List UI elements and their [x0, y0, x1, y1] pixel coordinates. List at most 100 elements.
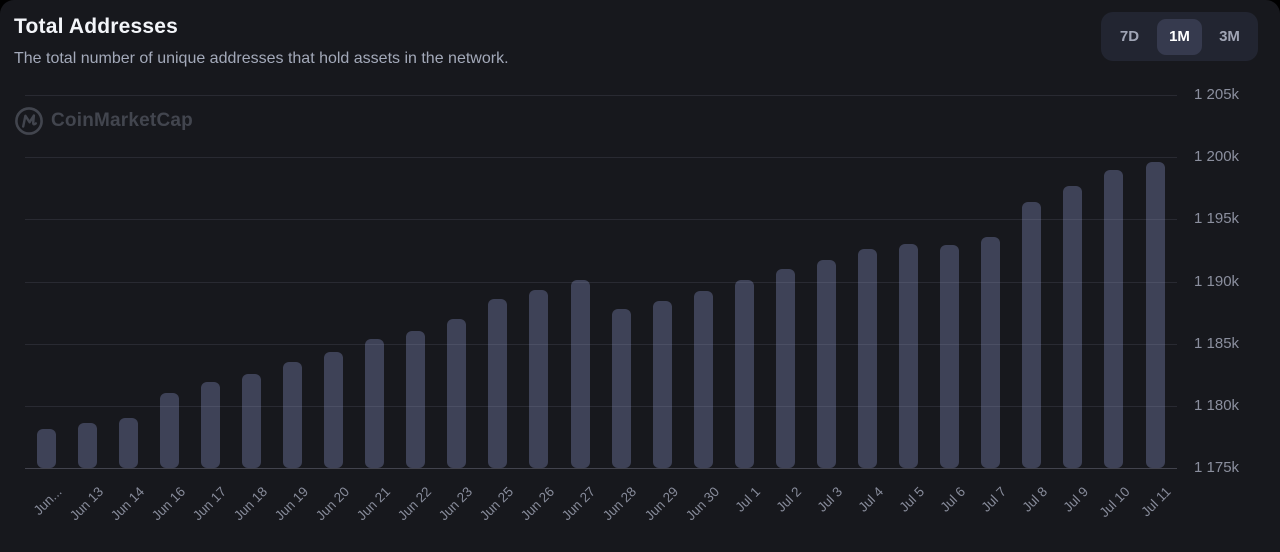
bar[interactable] [324, 352, 343, 468]
x-axis-label-box: Jun 23 [355, 483, 475, 523]
x-axis-label: Jul 6 [937, 484, 969, 515]
x-axis-label: Jun 26 [518, 484, 558, 524]
y-axis-label: 1 175k [1194, 459, 1240, 476]
range-button-7d[interactable]: 7D [1107, 19, 1152, 55]
bar[interactable] [1104, 170, 1124, 468]
bar[interactable] [365, 339, 385, 468]
bar[interactable] [981, 237, 1001, 468]
x-axis-label-box: Jun 26 [437, 483, 557, 523]
bar[interactable] [406, 331, 426, 468]
bar[interactable] [282, 362, 302, 468]
gridline [25, 406, 1177, 407]
x-axis-label-box: Jul 4 [766, 483, 886, 515]
y-axis-label: 1 190k [1194, 273, 1240, 290]
range-button-3m[interactable]: 3M [1207, 19, 1252, 55]
bar[interactable] [447, 319, 467, 468]
bar[interactable] [118, 418, 138, 468]
x-axis-label: Jun 22 [395, 484, 435, 524]
x-axis-label-box: Jun 21 [273, 483, 393, 523]
x-axis-label: Jul 1 [732, 484, 763, 515]
x-axis-label-box: Jun 20 [232, 483, 352, 523]
bar[interactable] [775, 269, 795, 468]
bar[interactable] [940, 245, 960, 468]
bar[interactable] [1022, 202, 1042, 468]
x-axis-label-box: Jun 16 [67, 483, 188, 523]
x-axis-label: Jul 11 [1138, 484, 1174, 520]
gridline [25, 157, 1177, 158]
bar[interactable] [488, 299, 508, 468]
x-axis-label: Jun... [30, 484, 65, 518]
x-axis-label-box: Jun... [0, 483, 65, 518]
x-axis-label: Jun 14 [107, 484, 147, 524]
bar[interactable] [1063, 186, 1083, 468]
gridline [25, 95, 1177, 96]
x-axis-label-box: Jul 10 [1012, 483, 1132, 520]
bar[interactable] [36, 429, 56, 468]
x-axis-label-box: Jun 25 [396, 483, 516, 523]
y-axis-label: 1 195k [1194, 210, 1240, 227]
x-axis-label: Jun 25 [477, 484, 517, 524]
gridline [25, 282, 1177, 283]
time-range-selector: 7D 1M 3M [1101, 12, 1258, 61]
y-axis-label: 1 205k [1194, 86, 1240, 103]
x-axis-label-box: Jun 27 [478, 483, 598, 523]
bar[interactable] [816, 260, 836, 468]
gridline [25, 468, 1177, 469]
range-button-1m[interactable]: 1M [1157, 18, 1202, 55]
bar[interactable] [77, 423, 97, 468]
bar[interactable] [734, 280, 754, 468]
x-axis-label: Jul 5 [896, 484, 928, 515]
x-axis-label: Jul 9 [1060, 484, 1092, 515]
x-axis-label-box: Jul 2 [683, 483, 804, 515]
bar[interactable] [611, 309, 631, 468]
x-axis-label: Jun 21 [353, 484, 394, 524]
page-subtitle: The total number of unique addresses tha… [14, 50, 509, 67]
x-axis-label-box: Jun 14 [26, 483, 146, 523]
y-axis-label: 1 180k [1194, 397, 1240, 414]
x-axis-label-box: Jul 6 [848, 483, 968, 515]
x-axis-label: Jun 23 [436, 484, 476, 524]
x-axis-label-box: Jun 22 [314, 483, 434, 523]
x-axis-label: Jun 19 [271, 484, 311, 524]
x-axis-label: Jul 7 [978, 484, 1010, 515]
coinmarketcap-logo-icon [15, 107, 43, 135]
x-axis-label: Jul 4 [855, 484, 887, 515]
x-axis-label-box: Jun 29 [560, 483, 680, 523]
bar[interactable] [159, 393, 179, 468]
x-axis-label: Jun 27 [559, 484, 599, 524]
bar[interactable] [241, 374, 261, 468]
x-axis-label-box: Jun 30 [601, 483, 722, 523]
bar[interactable] [693, 291, 713, 468]
bar[interactable] [529, 290, 549, 468]
x-axis-label: Jun 18 [230, 484, 270, 524]
x-axis-label: Jun 30 [682, 484, 722, 524]
y-axis-label: 1 185k [1194, 335, 1240, 352]
x-axis-label-box: Jul 7 [889, 483, 1010, 515]
watermark-label: CoinMarketCap [51, 110, 193, 131]
x-axis-label-box: Jun 28 [519, 483, 639, 523]
x-axis-label-box: Jul 9 [971, 483, 1092, 515]
x-axis-label: Jun 17 [189, 484, 229, 524]
x-axis-label: Jul 10 [1096, 484, 1133, 521]
bar[interactable] [1145, 162, 1165, 468]
x-axis-label-box: Jul 1 [642, 483, 763, 515]
x-axis-label: Jun 16 [148, 484, 188, 524]
x-axis-label: Jun 29 [641, 484, 681, 524]
bar[interactable] [570, 280, 590, 468]
x-axis-label-box: Jun 19 [190, 483, 311, 523]
x-axis-label: Jun 20 [312, 484, 353, 524]
x-axis-label-box: Jul 8 [930, 483, 1051, 515]
x-axis-label-box: Jun 17 [108, 483, 229, 523]
gridline [25, 344, 1177, 345]
page-title: Total Addresses [14, 15, 179, 38]
x-axis-label-box: Jun 18 [149, 483, 270, 523]
x-axis-label: Jul 8 [1019, 484, 1051, 515]
y-axis-label: 1 200k [1194, 148, 1240, 165]
bar[interactable] [652, 301, 672, 468]
bar[interactable] [200, 382, 220, 468]
x-axis-label: Jul 2 [773, 484, 804, 515]
bar[interactable] [899, 244, 919, 468]
bar[interactable] [858, 249, 877, 468]
